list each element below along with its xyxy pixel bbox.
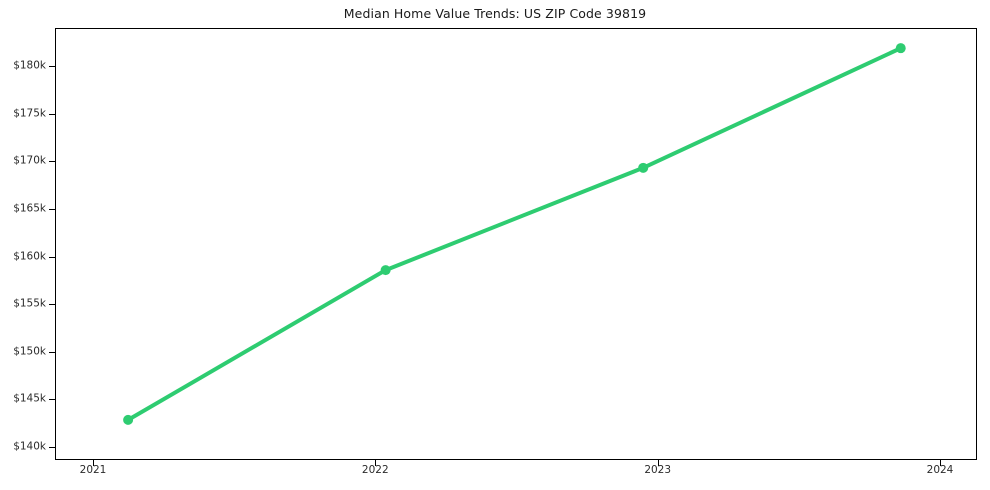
data-point [895, 43, 906, 54]
x-tick-label: 2022 [361, 464, 389, 476]
x-tick-label: 2021 [79, 464, 107, 476]
data-point [123, 414, 134, 425]
y-tick-label: $155k [13, 297, 46, 310]
data-point [380, 265, 391, 276]
y-tick-label: $160k [13, 250, 46, 262]
y-tick-label: $175k [13, 107, 46, 120]
data-point [638, 162, 649, 173]
y-tick-label: $145k [13, 392, 46, 405]
y-tick-label: $180k [13, 59, 46, 72]
x-tick-label: 2024 [926, 464, 954, 476]
line-series-svg [123, 43, 906, 425]
y-tick-label: $150k [13, 345, 46, 358]
y-axis-tick-labels: $180k $175k $170k $165k $160k $155k $150… [0, 0, 46, 490]
y-tick-label: $140k [13, 440, 46, 453]
y-tick-label: $165k [13, 202, 46, 215]
plot-area [55, 28, 977, 460]
series-markers [123, 43, 906, 425]
chart-title: Median Home Value Trends: US ZIP Code 39… [343, 6, 647, 21]
series-line-median-home-value [126, 46, 903, 422]
x-tick-label: 2023 [644, 464, 672, 476]
y-tick-label: $170k [13, 154, 46, 167]
